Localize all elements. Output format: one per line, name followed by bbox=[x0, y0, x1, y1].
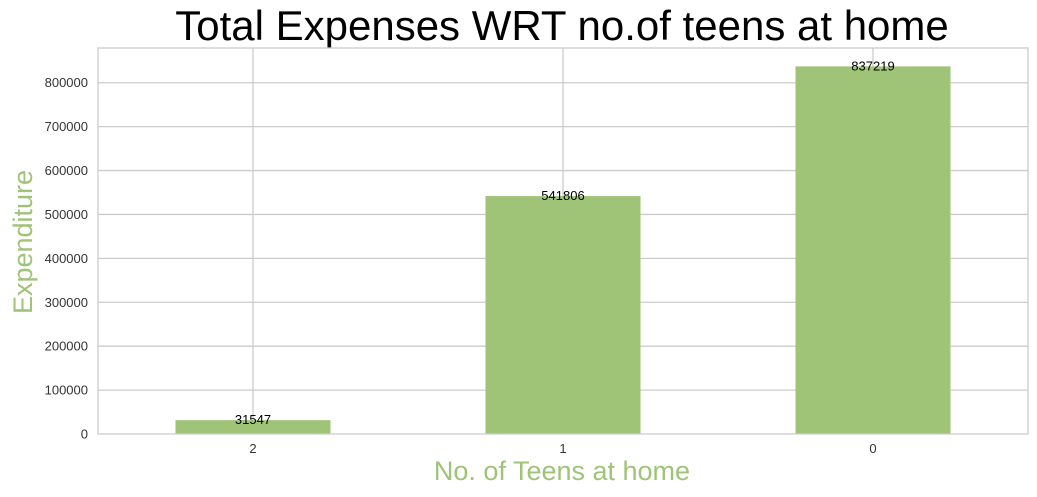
y-tick-label: 400000 bbox=[45, 251, 88, 266]
y-tick-label: 200000 bbox=[45, 339, 88, 354]
bar-teens-0 bbox=[795, 66, 951, 434]
x-axis-label: No. of Teens at home bbox=[434, 456, 690, 486]
y-tick-labels: 0 100000 200000 300000 400000 500000 600000 700… bbox=[45, 75, 88, 441]
y-axis-label: Expenditure bbox=[8, 170, 38, 314]
bars-layer bbox=[175, 66, 951, 434]
plot-frame bbox=[97, 47, 1029, 435]
x-tick-labels: 2 1 0 bbox=[249, 441, 876, 456]
bar-teens-2 bbox=[175, 420, 331, 434]
y-tick-label: 100000 bbox=[45, 383, 88, 398]
data-label: 31547 bbox=[235, 412, 271, 427]
y-tick-label: 500000 bbox=[45, 207, 88, 222]
chart-title: Total Expenses WRT no.of teens at home bbox=[175, 2, 949, 49]
x-tick-label: 1 bbox=[559, 441, 566, 456]
y-tick-label: 0 bbox=[81, 427, 88, 442]
bar-teens-1 bbox=[485, 196, 641, 434]
y-tick-label: 700000 bbox=[45, 119, 88, 134]
x-tick-label: 2 bbox=[249, 441, 256, 456]
data-label: 837219 bbox=[851, 58, 894, 73]
y-tick-label: 600000 bbox=[45, 163, 88, 178]
x-tick-label: 0 bbox=[869, 441, 876, 456]
data-label: 541806 bbox=[541, 188, 584, 203]
data-labels: 31547 541806 837219 bbox=[235, 58, 895, 427]
y-tick-label: 300000 bbox=[45, 295, 88, 310]
y-tick-label: 800000 bbox=[45, 75, 88, 90]
